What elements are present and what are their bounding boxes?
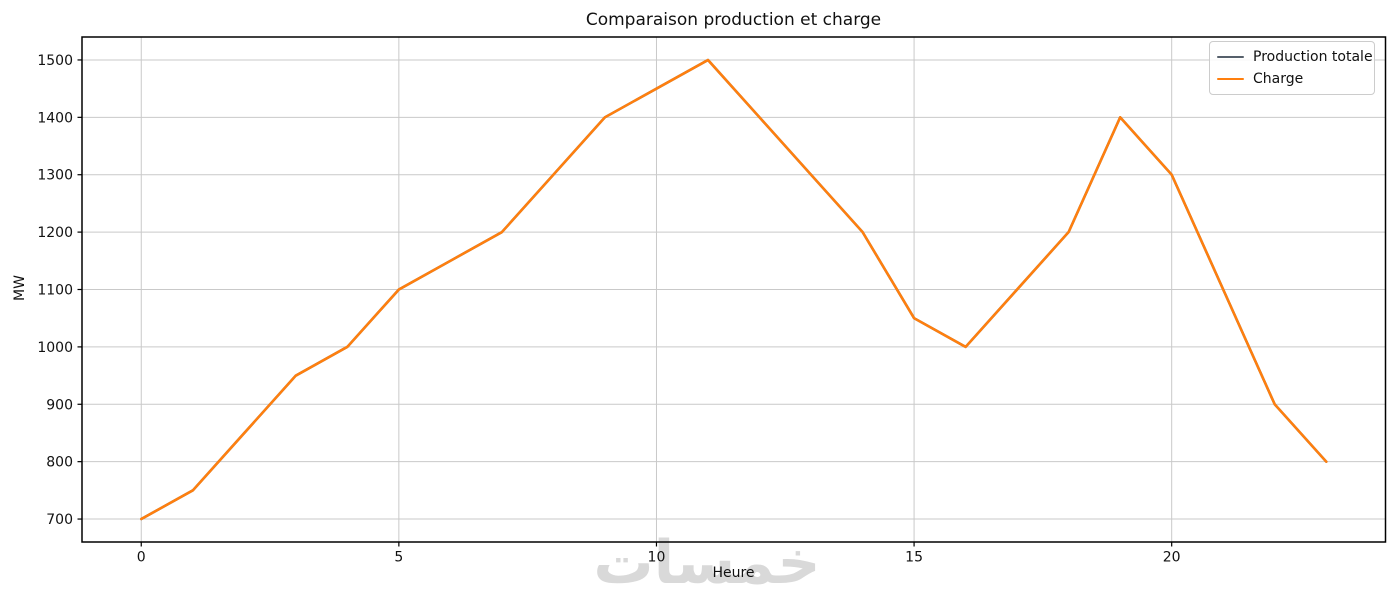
y-tick-label: 900 bbox=[46, 397, 73, 413]
watermark-text: خمسات bbox=[593, 528, 821, 598]
y-tick-label: 1100 bbox=[37, 283, 73, 299]
y-axis-label: MW bbox=[12, 275, 28, 301]
legend-box: Production totale Charge bbox=[1209, 41, 1375, 95]
x-tick-label: 20 bbox=[1163, 550, 1181, 566]
charge-line-swatch bbox=[1217, 77, 1244, 81]
legend-entry-production: Production totale bbox=[1217, 46, 1373, 68]
x-tick-label: 5 bbox=[394, 550, 403, 566]
y-tick-label: 700 bbox=[46, 512, 73, 528]
y-tick-label: 1500 bbox=[37, 53, 73, 69]
chart-title: Comparaison production et charge bbox=[585, 10, 882, 30]
y-tick-label: 1200 bbox=[37, 225, 73, 241]
legend-entry-charge: Charge bbox=[1217, 68, 1368, 90]
legend-label-charge: Charge bbox=[1253, 71, 1304, 87]
y-tick-label: 1300 bbox=[37, 168, 73, 184]
y-tick-label: 800 bbox=[46, 455, 73, 471]
x-axis-label: Heure bbox=[712, 565, 755, 581]
x-tick-label: 0 bbox=[137, 550, 146, 566]
x-tick-label: 15 bbox=[905, 550, 923, 566]
y-tick-label: 1000 bbox=[37, 340, 73, 356]
production-line-swatch bbox=[1217, 55, 1244, 59]
x-tick-label: 10 bbox=[648, 550, 666, 566]
y-tick-label: 1400 bbox=[37, 110, 73, 126]
series-line-charge bbox=[140, 58, 1328, 521]
legend-label-production: Production totale bbox=[1253, 49, 1373, 65]
